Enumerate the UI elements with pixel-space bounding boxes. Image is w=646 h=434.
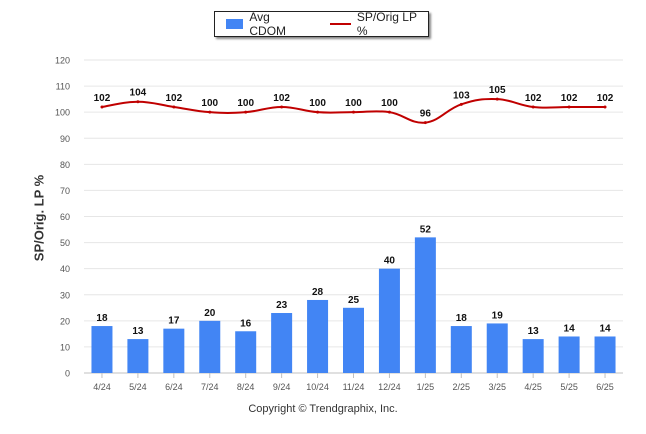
x-tick-label: 6/24	[165, 382, 183, 392]
legend-label-sp-orig-lp: SP/Orig LP %	[356, 10, 417, 38]
y-tick-label: 120	[55, 56, 70, 66]
chart-legend: Avg CDOM SP/Orig LP %	[214, 10, 429, 38]
line-point	[387, 110, 391, 114]
y-tick-label: 110	[56, 82, 70, 92]
bar-data-label: 23	[276, 300, 288, 311]
bar	[450, 326, 472, 373]
line-point	[352, 110, 355, 114]
y-tick-label: 10	[60, 342, 70, 352]
line-data-label: 100	[345, 98, 362, 109]
line-data-label: 100	[309, 98, 326, 109]
bar-data-label: 52	[420, 224, 432, 235]
bar	[378, 268, 400, 373]
bar-data-label: 19	[492, 310, 504, 321]
y-tick-label: 40	[60, 264, 70, 274]
copyright-credit: Copyright © Trendgraphix, Inc.	[248, 403, 398, 415]
bar	[91, 326, 113, 373]
line-point	[603, 105, 607, 109]
line-point	[459, 102, 463, 106]
bar-data-label: 16	[240, 318, 252, 329]
bar	[343, 307, 364, 373]
bar	[271, 313, 293, 373]
line-point	[567, 105, 571, 109]
line-point	[495, 97, 499, 101]
y-tick-label: 80	[60, 160, 70, 170]
x-tick-label: 5/24	[129, 382, 147, 392]
bar	[594, 336, 616, 373]
bar-data-label: 14	[599, 323, 611, 334]
line-data-label: 100	[381, 98, 398, 109]
bar-data-label: 18	[456, 313, 468, 324]
bar	[414, 237, 436, 373]
x-tick-label: 6/25	[596, 382, 614, 392]
bar	[486, 323, 508, 373]
line-data-label: 102	[165, 93, 182, 104]
line-point	[208, 110, 212, 114]
bar	[163, 328, 185, 373]
line-data-label: 104	[130, 88, 147, 99]
bar-data-label: 18	[96, 313, 108, 324]
y-tick-label: 100	[55, 108, 70, 118]
bar	[235, 331, 257, 373]
bar	[522, 339, 544, 373]
y-tick-label: 60	[60, 212, 70, 222]
x-tick-label: 12/24	[378, 382, 401, 392]
bar-data-label: 20	[204, 308, 216, 319]
bar	[558, 336, 580, 373]
line-data-label: 103	[453, 90, 470, 101]
line-point	[280, 105, 284, 109]
line-point	[316, 110, 320, 114]
legend-bar-swatch	[226, 19, 244, 29]
line-data-label: 102	[525, 93, 542, 104]
y-tick-label: 20	[60, 316, 70, 326]
bar-data-label: 25	[348, 295, 360, 306]
line-data-label: 102	[561, 93, 578, 104]
x-tick-label: 5/25	[560, 382, 578, 392]
y-tick-label: 70	[60, 186, 70, 196]
x-tick-label: 7/24	[201, 382, 219, 392]
x-tick-label: 4/25	[524, 382, 542, 392]
x-tick-label: 9/24	[273, 382, 291, 392]
bar	[127, 339, 149, 373]
legend-item-avg-cdom: Avg CDOM	[215, 10, 308, 38]
bar-data-label: 28	[312, 287, 324, 298]
line-data-label: 105	[489, 85, 506, 96]
line-point	[136, 100, 140, 104]
bar-data-label: 13	[528, 326, 540, 337]
line-data-label: 102	[597, 93, 614, 104]
y-tick-label: 50	[60, 238, 70, 248]
bar-data-label: 13	[132, 326, 144, 337]
y-tick-label: 0	[65, 369, 70, 379]
line-data-label: 102	[94, 93, 111, 104]
legend-label-avg-cdom: Avg CDOM	[249, 10, 287, 38]
bar-data-label: 14	[564, 323, 576, 334]
bar-data-label: 40	[384, 256, 396, 267]
line-data-label: 100	[201, 98, 218, 109]
line-data-label: 96	[420, 109, 432, 120]
bar	[199, 320, 221, 373]
bar	[307, 299, 329, 373]
line-point	[100, 105, 104, 109]
line-point	[244, 110, 248, 114]
line-point	[531, 105, 535, 109]
x-tick-label: 10/24	[306, 382, 329, 392]
y-axis-title: SP/Orig. LP %	[31, 174, 47, 262]
x-tick-label: 1/25	[417, 382, 435, 392]
x-tick-label: 2/25	[453, 382, 471, 392]
legend-item-sp-orig-lp: SP/Orig LP %	[308, 10, 428, 38]
line-data-label: 102	[273, 93, 290, 104]
line-point	[172, 105, 176, 109]
x-tick-label: 3/25	[488, 382, 506, 392]
line-point	[423, 121, 427, 125]
y-tick-label: 30	[60, 290, 70, 300]
y-tick-label: 90	[60, 134, 70, 144]
legend-line-swatch	[329, 23, 351, 25]
x-tick-label: 4/24	[93, 382, 111, 392]
line-data-label: 100	[237, 98, 254, 109]
x-tick-label: 11/24	[343, 382, 365, 392]
bar-data-label: 17	[168, 316, 180, 327]
x-tick-label: 8/24	[237, 382, 255, 392]
